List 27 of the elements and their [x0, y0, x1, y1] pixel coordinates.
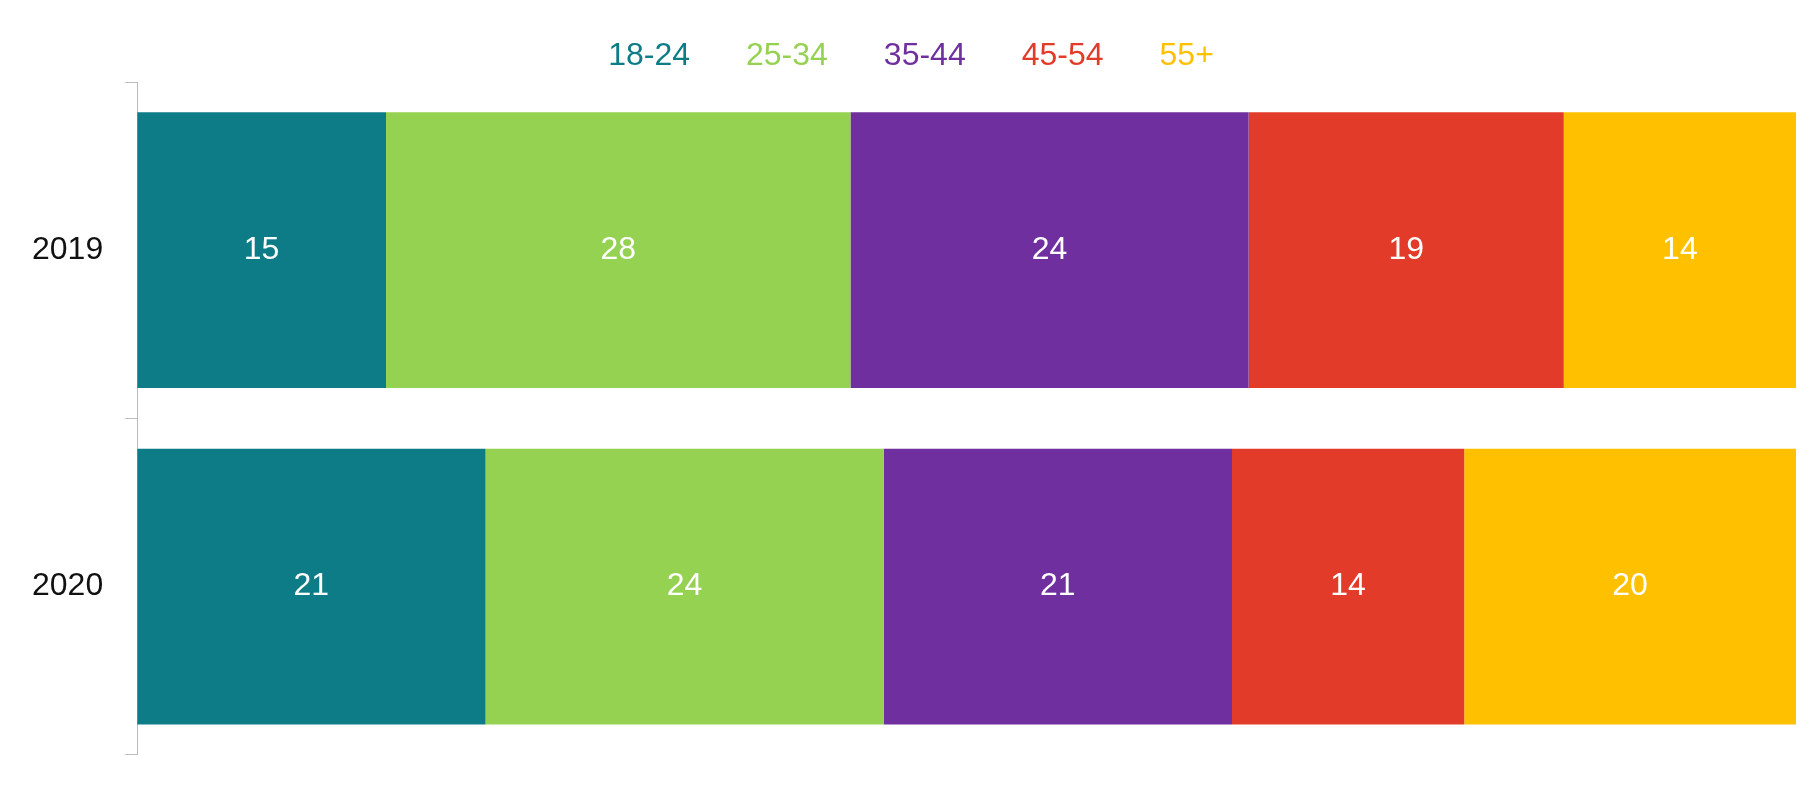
data-label: 21 — [1040, 566, 1076, 603]
data-label: 14 — [1662, 230, 1698, 267]
series-label: 35-44 — [883, 35, 966, 72]
bar — [137, 448, 486, 725]
text: 45-54 — [1021, 35, 1104, 72]
bar — [1248, 112, 1564, 389]
bar — [1464, 448, 1796, 725]
data-label: 24 — [1031, 230, 1068, 267]
y-tick-label: 2020 — [32, 566, 104, 603]
data-label: 28 — [600, 230, 637, 267]
bar — [1563, 112, 1796, 389]
bar — [1232, 448, 1465, 725]
bar — [137, 112, 387, 389]
series-label: 25-34 — [746, 35, 828, 72]
y-tick-label: 2019 — [32, 230, 104, 267]
data-label: 24 — [666, 566, 703, 603]
bar — [485, 448, 884, 725]
bar — [386, 112, 851, 389]
text: 18-24 — [608, 35, 691, 72]
data-label: 14 — [1330, 566, 1366, 603]
text: 55+ — [1159, 35, 1214, 72]
data-label: 19 — [1388, 230, 1424, 267]
bar — [850, 112, 1249, 389]
data-label: 20 — [1612, 566, 1648, 603]
data-label: 15 — [243, 230, 280, 267]
bar — [883, 448, 1232, 725]
data-label: 21 — [293, 566, 330, 603]
